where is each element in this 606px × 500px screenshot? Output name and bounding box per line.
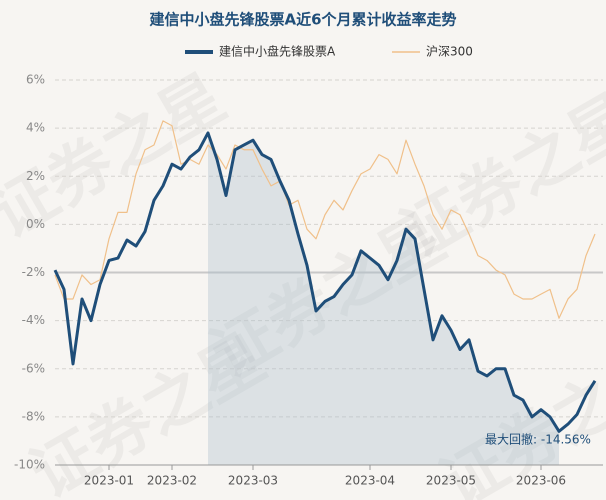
- legend-label: 建信中小盘先锋股票A: [219, 44, 336, 59]
- y-tick-label: -2%: [22, 265, 45, 279]
- y-tick-label: 4%: [26, 121, 45, 135]
- x-tick-label: 2023-04: [345, 474, 395, 488]
- x-tick-label: 2023-05: [426, 474, 476, 488]
- drawdown-area: [208, 132, 559, 465]
- y-tick-label: 0%: [26, 217, 45, 231]
- y-tick-label: -10%: [14, 458, 45, 472]
- x-tick-label: 2023-03: [228, 474, 278, 488]
- x-tick-label: 2023-01: [84, 474, 134, 488]
- chart-title: 建信中小盘先锋股票A近6个月累计收益率走势: [149, 11, 456, 29]
- y-tick-label: 2%: [26, 169, 45, 183]
- legend-label: 沪深300: [426, 45, 473, 59]
- y-tick-label: -4%: [22, 313, 45, 327]
- annotation: 最大回撤: -14.56%: [485, 432, 591, 447]
- series-line: [53, 131, 597, 433]
- x-tick-label: 2023-06: [516, 474, 566, 488]
- y-tick-label: -6%: [22, 361, 45, 375]
- x-tick-label: 2023-02: [147, 474, 197, 488]
- y-tick-label: 6%: [26, 73, 45, 87]
- series-line: [54, 120, 596, 319]
- y-tick-label: -8%: [22, 409, 45, 423]
